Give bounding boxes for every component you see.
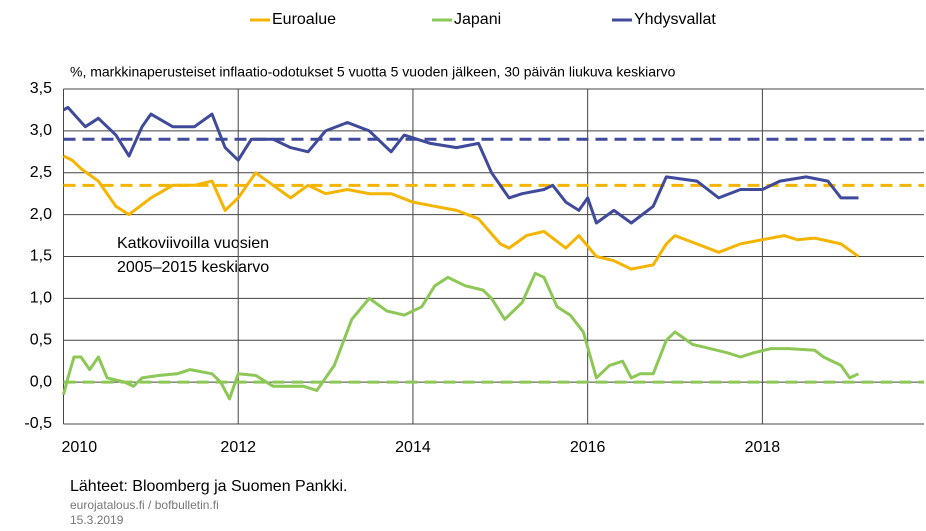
source: Lähteet: Bloomberg ja Suomen Pankki. [70, 478, 348, 495]
y-tick-label: 2,5 [30, 164, 52, 181]
y-tick-label: 0,0 [30, 373, 52, 390]
y-tick-label: 3,5 [30, 80, 52, 97]
y-tick-label: -0,5 [24, 415, 52, 432]
y-tick-label: 1,5 [30, 248, 52, 265]
legend-label: Yhdysvallat [634, 11, 716, 28]
y-tick-label: 2,0 [30, 206, 52, 223]
x-tick-label: 2016 [570, 439, 606, 456]
series-line [62, 271, 860, 401]
x-tick-label: 2010 [62, 439, 98, 456]
y-tick-label: 1,0 [30, 290, 52, 307]
y-tick-label: 3,0 [30, 122, 52, 139]
date: 15.3.2019 [70, 513, 124, 527]
y-tick-label: 0,5 [30, 331, 52, 348]
annotation: Katkoviivoilla vuosien [117, 235, 269, 252]
x-tick-label: 2014 [395, 439, 431, 456]
x-tick-label: 2012 [220, 439, 256, 456]
site: eurojatalous.fi / bofbulletin.fi [70, 498, 219, 512]
x-tick-label: 2018 [745, 439, 781, 456]
series-line [62, 154, 860, 271]
annotation: 2005–2015 keskiarvo [117, 259, 269, 276]
legend-label: Euroalue [272, 11, 336, 28]
legend-label: Japani [454, 11, 501, 28]
subtitle: %, markkinaperusteiset inflaatio-odotuks… [70, 64, 676, 80]
series-line [62, 105, 859, 225]
